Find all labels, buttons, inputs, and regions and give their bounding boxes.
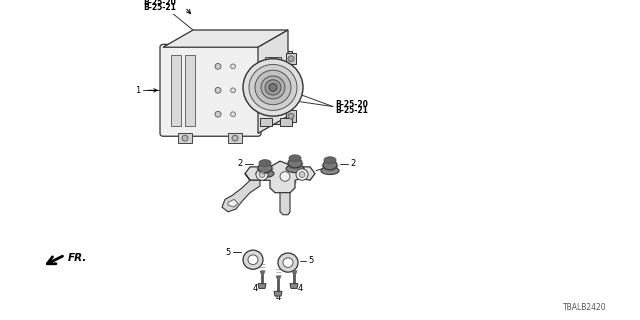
Circle shape: [215, 63, 221, 69]
Circle shape: [230, 88, 236, 93]
Circle shape: [288, 56, 294, 61]
Ellipse shape: [259, 160, 271, 166]
Polygon shape: [258, 284, 266, 288]
Circle shape: [243, 250, 263, 269]
Polygon shape: [163, 30, 288, 47]
Circle shape: [232, 135, 238, 141]
Circle shape: [265, 80, 281, 95]
Ellipse shape: [256, 170, 274, 177]
Circle shape: [255, 70, 291, 105]
Text: 4: 4: [275, 293, 280, 302]
Polygon shape: [258, 30, 288, 133]
Polygon shape: [222, 173, 260, 212]
Circle shape: [243, 59, 303, 116]
Ellipse shape: [324, 157, 336, 164]
Bar: [260, 118, 272, 126]
Polygon shape: [245, 161, 315, 193]
Circle shape: [283, 258, 293, 268]
Bar: [228, 133, 242, 143]
Circle shape: [259, 172, 265, 177]
Text: B-25-20: B-25-20: [335, 100, 368, 109]
Text: 2: 2: [291, 176, 296, 185]
Circle shape: [288, 113, 294, 119]
Circle shape: [215, 111, 221, 117]
Text: FR.: FR.: [68, 253, 88, 263]
Circle shape: [280, 172, 290, 181]
Circle shape: [261, 76, 285, 99]
Text: 3: 3: [330, 162, 335, 172]
Text: 5: 5: [308, 256, 313, 265]
Ellipse shape: [258, 163, 272, 172]
Polygon shape: [280, 193, 290, 215]
Ellipse shape: [289, 155, 301, 162]
Text: 2: 2: [350, 159, 355, 169]
FancyBboxPatch shape: [160, 44, 261, 136]
Text: B-25-20: B-25-20: [143, 0, 176, 7]
Text: 4: 4: [253, 284, 258, 293]
Text: 1: 1: [135, 86, 140, 95]
Ellipse shape: [321, 167, 339, 174]
Bar: [265, 107, 281, 114]
Text: 5: 5: [225, 248, 230, 257]
Polygon shape: [290, 284, 298, 288]
Text: B-25-21: B-25-21: [335, 106, 368, 115]
Text: 2: 2: [237, 159, 243, 169]
Circle shape: [182, 135, 188, 141]
Bar: [265, 57, 281, 64]
Text: TBALB2420: TBALB2420: [563, 303, 607, 312]
Bar: [178, 133, 192, 143]
Bar: [286, 53, 296, 64]
Circle shape: [230, 64, 236, 69]
Circle shape: [248, 255, 258, 265]
Bar: [171, 55, 181, 126]
Text: 4: 4: [298, 284, 303, 293]
Polygon shape: [274, 291, 282, 296]
Bar: [185, 55, 195, 126]
Ellipse shape: [286, 165, 304, 172]
Circle shape: [278, 253, 298, 272]
Circle shape: [230, 112, 236, 116]
Ellipse shape: [288, 158, 302, 168]
Circle shape: [296, 169, 308, 180]
Circle shape: [215, 87, 221, 93]
Circle shape: [249, 64, 297, 110]
Circle shape: [269, 84, 277, 91]
Bar: [256, 51, 292, 124]
Text: B-25-21: B-25-21: [143, 4, 176, 12]
Polygon shape: [228, 199, 238, 207]
Bar: [280, 118, 292, 126]
Circle shape: [256, 169, 268, 180]
Circle shape: [299, 172, 305, 177]
Bar: [286, 110, 296, 122]
Ellipse shape: [323, 160, 337, 170]
